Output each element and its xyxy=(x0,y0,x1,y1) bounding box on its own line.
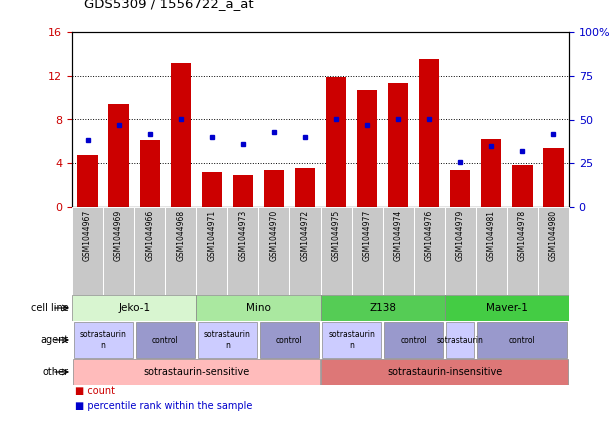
Text: ■ percentile rank within the sample: ■ percentile rank within the sample xyxy=(75,401,252,411)
Bar xyxy=(136,322,195,358)
Text: control: control xyxy=(152,335,178,344)
Text: agent: agent xyxy=(41,335,69,345)
Bar xyxy=(414,207,445,295)
Text: sotrastaurin
n: sotrastaurin n xyxy=(204,330,251,350)
Text: GSM1044966: GSM1044966 xyxy=(145,210,154,261)
Bar xyxy=(543,148,563,207)
Bar xyxy=(512,165,533,207)
Text: GSM1044976: GSM1044976 xyxy=(425,210,434,261)
Bar xyxy=(477,322,568,358)
Bar xyxy=(264,170,284,207)
Text: GDS5309 / 1556722_a_at: GDS5309 / 1556722_a_at xyxy=(84,0,254,10)
Bar xyxy=(321,207,351,295)
Bar xyxy=(419,59,439,207)
Text: Maver-1: Maver-1 xyxy=(486,303,528,313)
Bar xyxy=(357,90,377,207)
Text: sotrastaurin: sotrastaurin xyxy=(437,335,484,344)
Text: GSM1044975: GSM1044975 xyxy=(332,210,340,261)
Text: GSM1044979: GSM1044979 xyxy=(456,210,465,261)
Bar xyxy=(196,207,227,295)
Bar xyxy=(109,104,129,207)
Bar xyxy=(322,322,381,358)
Text: GSM1044967: GSM1044967 xyxy=(83,210,92,261)
Text: GSM1044970: GSM1044970 xyxy=(269,210,279,261)
Bar xyxy=(72,295,196,321)
Text: GSM1044977: GSM1044977 xyxy=(362,210,371,261)
Bar xyxy=(196,295,321,321)
Text: Jeko-1: Jeko-1 xyxy=(118,303,150,313)
Bar xyxy=(384,322,443,358)
Bar xyxy=(446,322,474,358)
Bar xyxy=(351,207,382,295)
Bar xyxy=(73,322,133,358)
Text: sotrastaurin-insensitive: sotrastaurin-insensitive xyxy=(387,367,502,377)
Text: GSM1044968: GSM1044968 xyxy=(176,210,185,261)
Bar xyxy=(233,175,253,207)
Bar xyxy=(321,359,568,385)
Bar xyxy=(72,207,103,295)
Bar xyxy=(198,322,257,358)
Text: GSM1044969: GSM1044969 xyxy=(114,210,123,261)
Bar xyxy=(170,63,191,207)
Text: control: control xyxy=(276,335,303,344)
Text: control: control xyxy=(400,335,427,344)
Text: sotrastaurin-sensitive: sotrastaurin-sensitive xyxy=(143,367,249,377)
Bar xyxy=(227,207,258,295)
Bar xyxy=(139,140,159,207)
Bar xyxy=(507,207,538,295)
Bar xyxy=(165,207,196,295)
Text: GSM1044981: GSM1044981 xyxy=(487,210,496,261)
Text: cell line: cell line xyxy=(31,303,69,313)
Text: sotrastaurin
n: sotrastaurin n xyxy=(79,330,126,350)
Text: Z138: Z138 xyxy=(369,303,396,313)
Text: GSM1044980: GSM1044980 xyxy=(549,210,558,261)
Bar xyxy=(73,359,320,385)
Text: other: other xyxy=(43,367,69,377)
Bar xyxy=(538,207,569,295)
Text: GSM1044971: GSM1044971 xyxy=(207,210,216,261)
Text: GSM1044978: GSM1044978 xyxy=(518,210,527,261)
Bar xyxy=(321,295,445,321)
Bar xyxy=(382,207,414,295)
Text: GSM1044973: GSM1044973 xyxy=(238,210,247,261)
Text: GSM1044972: GSM1044972 xyxy=(301,210,309,261)
Bar xyxy=(445,207,476,295)
Bar xyxy=(388,83,408,207)
Text: ■ count: ■ count xyxy=(75,386,115,396)
Text: control: control xyxy=(509,335,536,344)
Bar xyxy=(295,168,315,207)
Bar xyxy=(450,170,470,207)
Text: Mino: Mino xyxy=(246,303,271,313)
Bar xyxy=(202,172,222,207)
Bar xyxy=(134,207,165,295)
Bar xyxy=(260,322,319,358)
Bar xyxy=(481,139,502,207)
Bar xyxy=(476,207,507,295)
Bar xyxy=(326,77,346,207)
Text: sotrastaurin
n: sotrastaurin n xyxy=(328,330,375,350)
Bar xyxy=(78,154,98,207)
Bar xyxy=(445,295,569,321)
Bar xyxy=(258,207,290,295)
Bar xyxy=(103,207,134,295)
Bar xyxy=(290,207,321,295)
Text: GSM1044974: GSM1044974 xyxy=(393,210,403,261)
